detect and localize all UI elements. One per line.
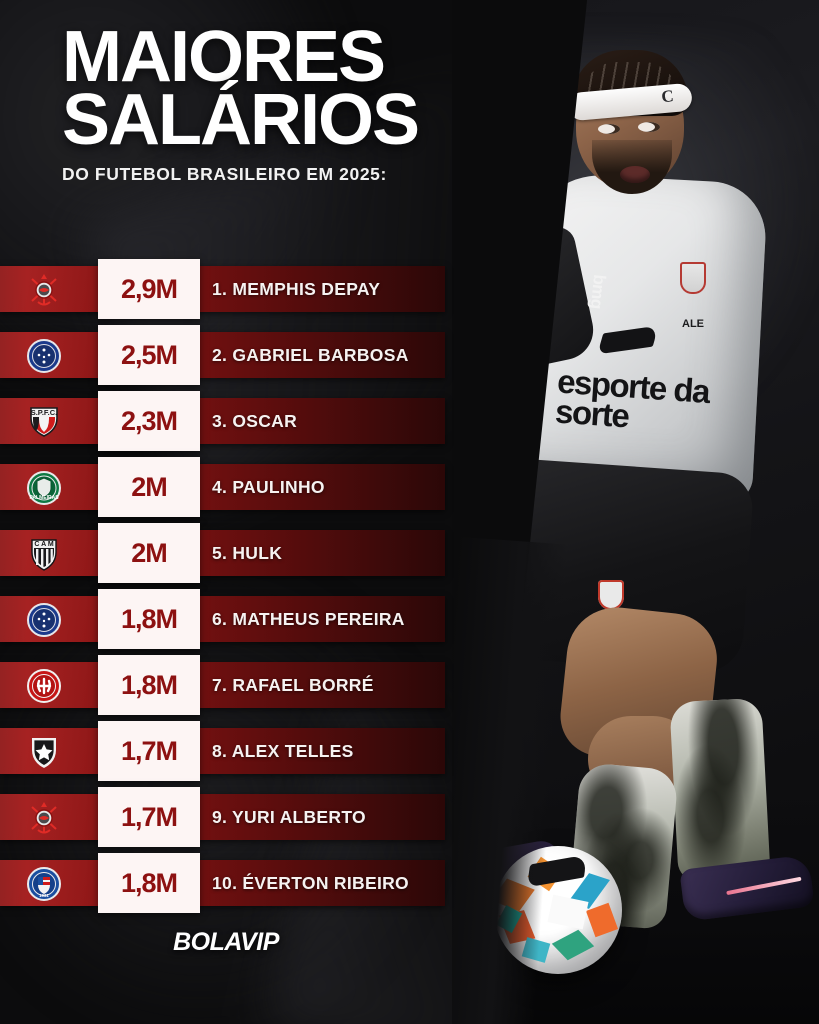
ranking-row: 1,8M 6. MATHEUS PEREIRA [0,586,452,652]
player-name-label: 9. YURI ALBERTO [212,806,366,827]
salary-value: 2M [131,537,168,568]
salary-value-box: 1,8M [98,589,200,649]
salary-value: 1,8M [120,669,178,700]
salary-ranking-list: 2,9M 1. MEMPHIS DEPAY 2,5M 2. GABRIEL BARBO… [0,256,452,916]
shorts-club-crest-icon [598,580,624,610]
ranking-row: 2,5M 2. GABRIEL BARBOSA [0,322,452,388]
salary-value: 2,9M [120,273,178,304]
salary-value-box: 1,7M [98,787,200,847]
salary-value-box: 1,8M [98,853,200,913]
player-name-label: 6. MATHEUS PEREIRA [212,608,405,629]
salary-value: 1,7M [120,801,178,832]
jersey-sponsor-text: esporte da sorte [554,362,711,435]
cruzeiro-crest-icon [26,338,62,374]
salary-value: 2,5M [120,339,178,370]
salary-value-box: 2,9M [98,259,200,319]
svg-text:S.P.F.C.: S.P.F.C. [31,408,58,417]
svg-text:1931: 1931 [39,893,49,898]
ranking-row: 1,8M 7. RAFAEL BORRÉ [0,652,452,718]
player-sock-right [669,697,771,883]
footer: BOLAVIP [0,928,452,957]
atletico-mineiro-crest-icon: C A M [26,536,62,572]
salary-value-box: 2,5M [98,325,200,385]
player-name-label: 5. HULK [212,542,283,563]
player-photo: bmg ALE esporte da sorte [452,0,819,1024]
botafogo-crest-icon [26,734,62,770]
salary-value-box: 2,3M [98,391,200,451]
salary-value: 1,8M [120,867,178,898]
page-title-line-2: SALÁRIOS [62,79,420,160]
svg-text:PALMEIRAS: PALMEIRAS [29,495,59,501]
player-name-label: 7. RAFAEL BORRÉ [212,674,374,695]
salary-value-box: 1,7M [98,721,200,781]
sao-paulo-crest-icon: S.P.F.C. [26,404,62,440]
player-eye-right [638,122,660,132]
corinthians-crest-icon [26,272,62,308]
palmeiras-crest-icon: PALMEIRAS [26,470,62,506]
salary-value-box: 2M [98,457,200,517]
player-name-label: 4. PAULINHO [212,476,325,497]
ranking-row: C A M 2M 5. HULK [0,520,452,586]
salary-value: 2,3M [120,405,178,436]
corinthians-crest-icon [26,800,62,836]
ranking-row: S.P.F.C. 2,3M 3. OSCAR [0,388,452,454]
salary-value: 2M [131,471,168,502]
player-name-label: 3. OSCAR [212,410,298,431]
player-mouth [620,166,650,183]
salary-value: 1,7M [120,735,178,766]
bolavip-logo: BOLAVIP [173,928,279,956]
player-eye-left [598,124,620,134]
player-name-label: 2. GABRIEL BARBOSA [212,344,409,365]
salary-value-box: 1,8M [98,655,200,715]
player-name-label: 1. MEMPHIS DEPAY [212,278,381,299]
player-name-label: 8. ALEX TELLES [212,740,354,761]
ranking-row: 1931 1,8M 10. ÉVERTON RIBEIRO [0,850,452,916]
internacional-crest-icon [26,668,62,704]
ranking-row: PALMEIRAS 2M 4. PAULINHO [0,454,452,520]
salary-value-box: 2M [98,523,200,583]
cruzeiro-crest-icon [26,602,62,638]
ranking-row: 1,7M 9. YURI ALBERTO [0,784,452,850]
bahia-crest-icon: 1931 [26,866,62,902]
svg-text:C A M: C A M [34,541,53,548]
header: MAIORES SALÁRIOS DO FUTEBOL BRASILEIRO E… [62,21,462,185]
page-subtitle: DO FUTEBOL BRASILEIRO EM 2025: [62,164,387,185]
salary-value: 1,8M [120,603,178,634]
jersey-club-crest-icon [680,262,706,294]
ranking-row: 1,7M 8. ALEX TELLES [0,718,452,784]
ranking-row: 2,9M 1. MEMPHIS DEPAY [0,256,452,322]
player-name-label: 10. ÉVERTON RIBEIRO [212,872,409,893]
chest-sponsor-text: ALE [682,318,704,330]
